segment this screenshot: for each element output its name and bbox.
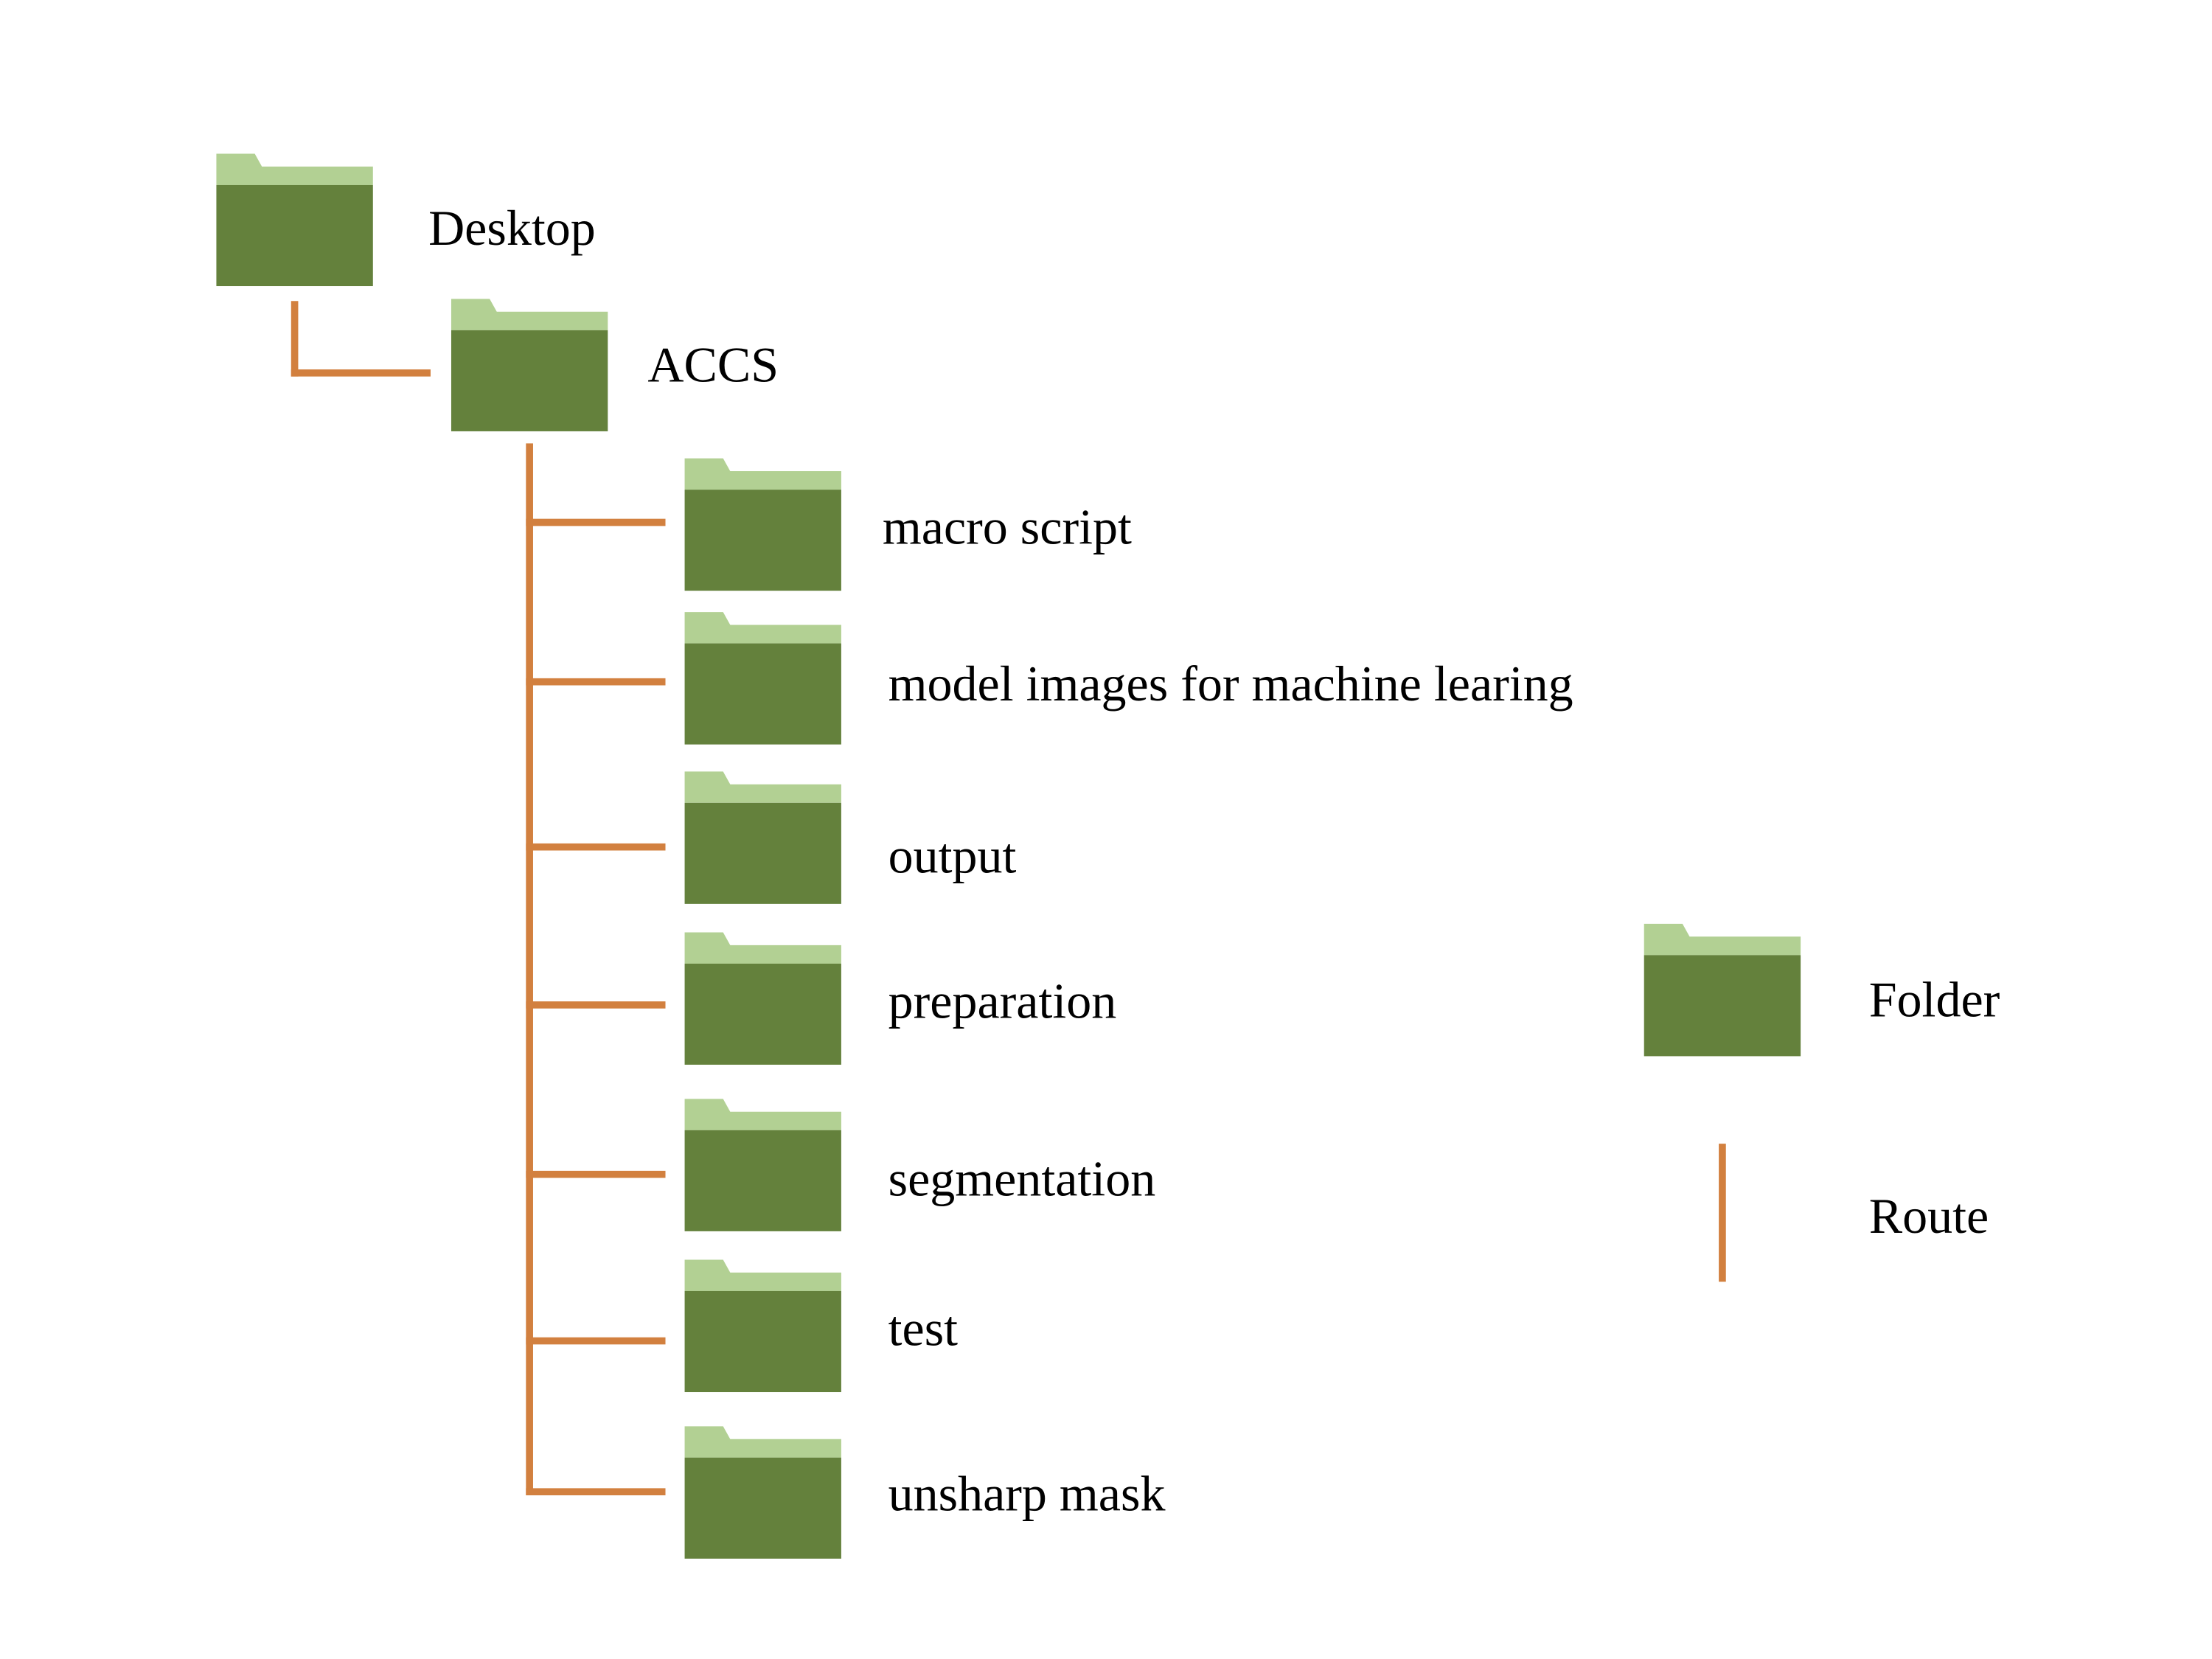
folder-icon — [216, 153, 373, 287]
subfolder-label: macro script — [883, 498, 1132, 554]
folder-icon — [684, 612, 841, 745]
folder-icon — [684, 458, 841, 591]
folder-icon — [684, 771, 841, 904]
subfolder-label: preparation — [888, 973, 1117, 1029]
folder-icon — [684, 1259, 841, 1393]
folder-icon — [684, 932, 841, 1065]
labels: Desktop ACCS macro script model images for … — [428, 200, 2000, 1521]
folder-icon — [451, 299, 608, 431]
legend — [1644, 923, 1801, 1282]
routes — [291, 301, 666, 1495]
subfolder-label: output — [888, 827, 1017, 883]
subfolder-label: segmentation — [888, 1151, 1156, 1207]
subfolder-label: unsharp mask — [888, 1465, 1166, 1521]
legend-route-label: Route — [1869, 1188, 1989, 1244]
folder-icon — [684, 1099, 841, 1231]
root-folder-label: Desktop — [428, 200, 596, 256]
folders — [216, 153, 841, 1559]
legend-folder-icon — [1644, 923, 1801, 1057]
folder-icon — [684, 1426, 841, 1559]
legend-folder-label: Folder — [1869, 971, 2000, 1027]
subfolder-label: test — [888, 1300, 959, 1356]
child-folder-label: ACCS — [647, 336, 779, 392]
subfolder-label: model images for machine learing — [888, 655, 1573, 712]
